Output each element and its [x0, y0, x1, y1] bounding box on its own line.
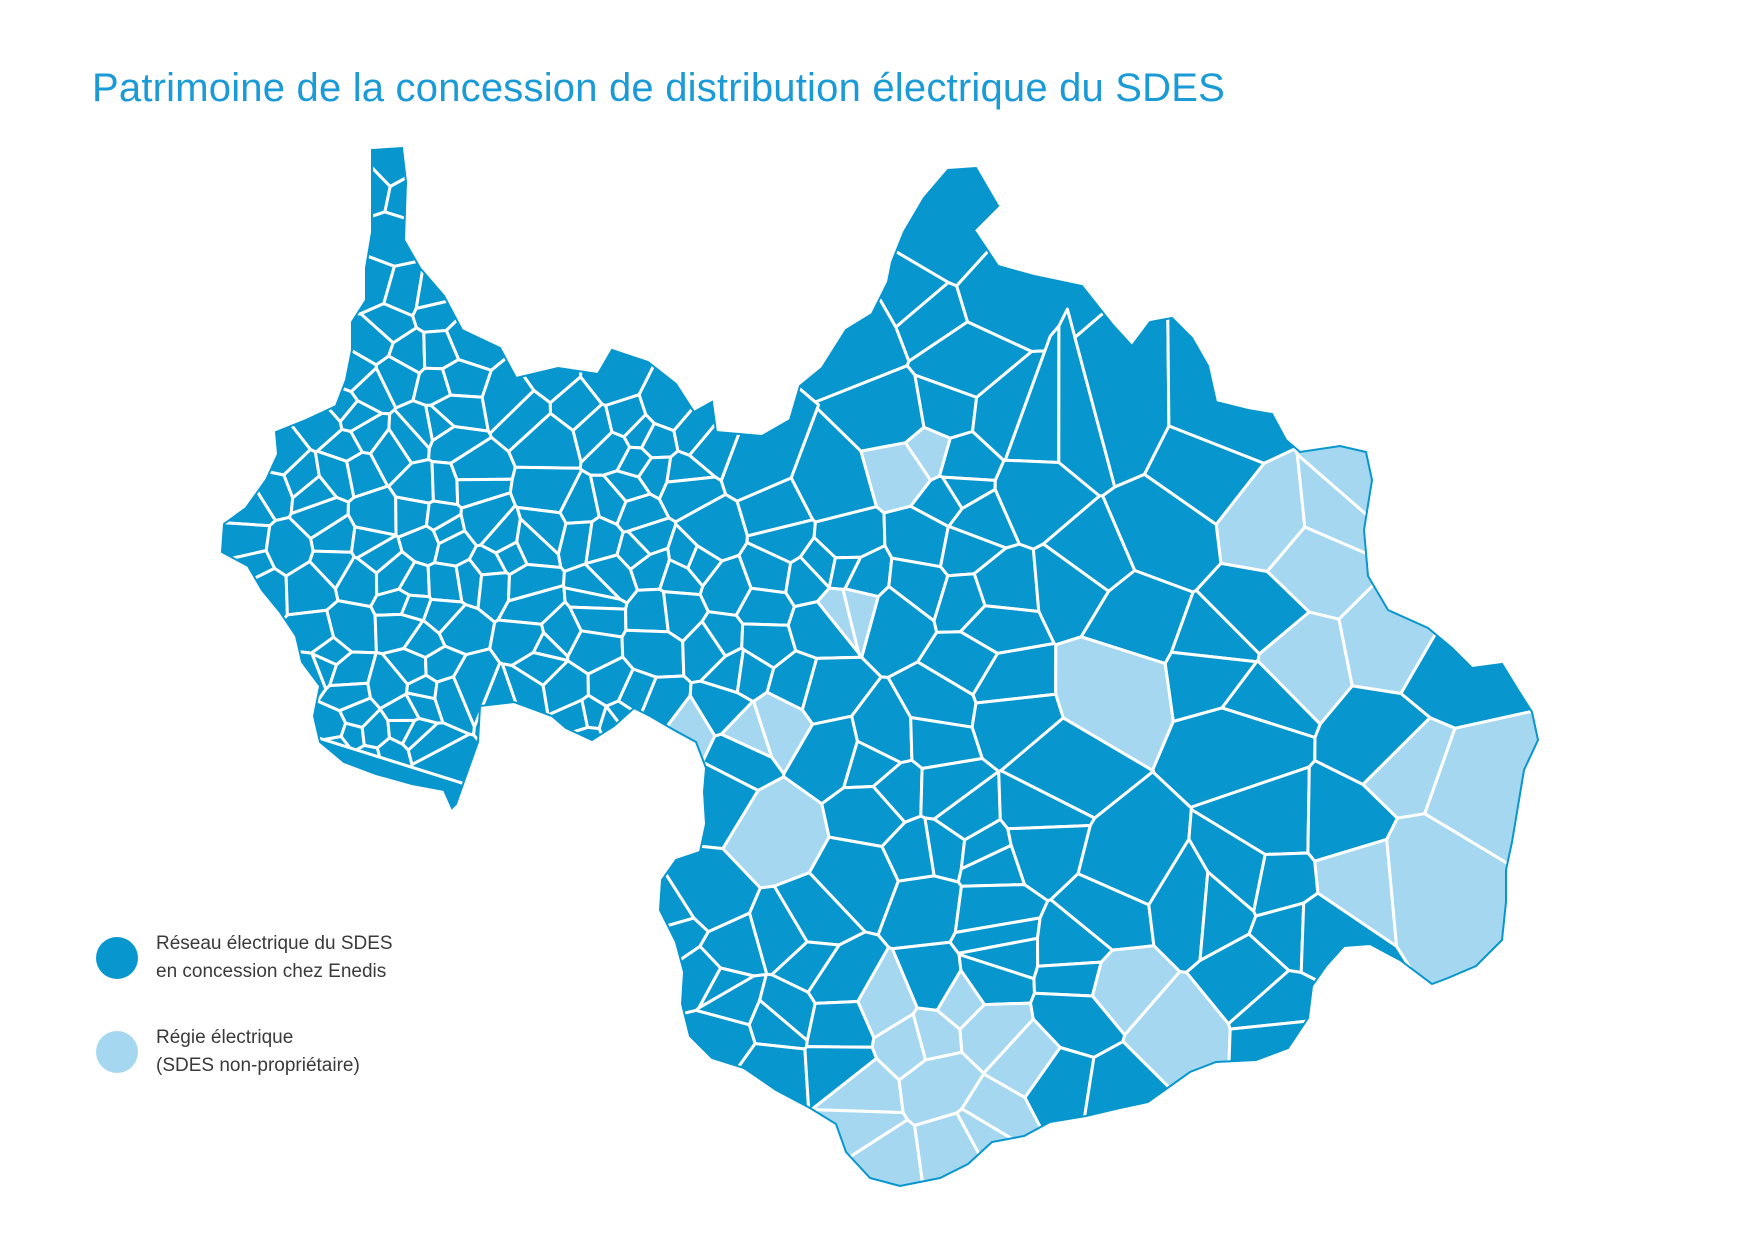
- legend-label-line1: Régie électrique: [156, 1027, 294, 1048]
- commune-area: [482, 148, 911, 404]
- legend-label: Réseau électrique du SDES en concession …: [156, 930, 393, 986]
- legend-label-line2: en concession chez Enedis: [156, 961, 387, 982]
- commune-area: [222, 699, 348, 764]
- legend-swatch-light: [96, 1031, 138, 1073]
- commune-area: [515, 505, 568, 556]
- commune-area: [597, 704, 650, 806]
- commune-area: [624, 587, 670, 634]
- commune-area: [1032, 960, 1103, 998]
- legend-label-line2: (SDES non-propriétaire): [156, 1055, 360, 1076]
- commune-area: [444, 231, 563, 372]
- commune-area: [222, 295, 378, 394]
- commune-area: [383, 148, 877, 237]
- commune-area: [311, 210, 461, 268]
- legend-swatch-dark: [96, 937, 138, 979]
- commune-area: [1399, 417, 1538, 730]
- commune-area: [1164, 148, 1450, 465]
- page-title: Patrimoine de la concession de distribut…: [92, 66, 1226, 110]
- department-border: [220, 146, 1540, 1188]
- commune-area: [601, 469, 652, 503]
- commune-area: [375, 736, 414, 831]
- commune-area: [222, 566, 289, 686]
- commune-area: [1222, 1012, 1538, 1186]
- commune-area: [1385, 812, 1538, 1186]
- legend: Réseau électrique du SDES en concession …: [96, 930, 516, 1118]
- legend-label-line1: Réseau électrique du SDES: [156, 933, 393, 954]
- legend-label: Régie électrique (SDES non-propriétaire): [156, 1024, 360, 1080]
- legend-item-enedis: Réseau électrique du SDES en concession …: [96, 930, 516, 986]
- commune-area: [430, 460, 460, 507]
- commune-area: [579, 148, 779, 407]
- commune-area: [222, 314, 344, 454]
- commune-area: [955, 148, 1330, 353]
- commune-area: [634, 1042, 811, 1186]
- commune-area: [324, 148, 514, 188]
- legend-item-regie: Régie électrique (SDES non-propriétaire): [96, 1024, 516, 1080]
- commune-area: [222, 148, 392, 238]
- commune-area: [222, 645, 328, 743]
- commune-area: [222, 308, 312, 477]
